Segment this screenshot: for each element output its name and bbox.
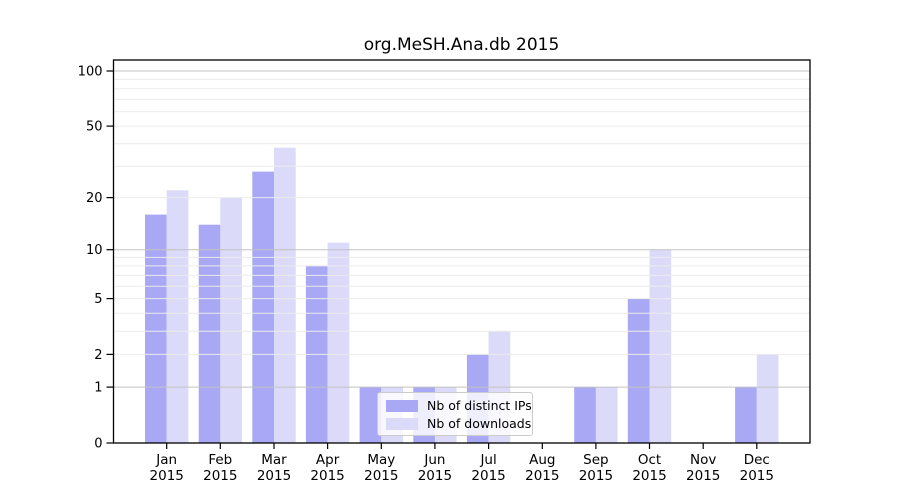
bar-distinct-ips <box>735 387 757 443</box>
x-tick-label-month: Feb <box>208 452 232 468</box>
y-tick-label: 2 <box>94 348 102 363</box>
y-tick-label: 5 <box>94 292 102 307</box>
x-tick-label-month: Jun <box>423 452 445 468</box>
legend: Nb of distinct IPs Nb of downloads <box>377 392 533 436</box>
chart-title: org.MeSH.Ana.db 2015 <box>363 35 560 55</box>
x-tick-label-year: 2015 <box>632 468 666 484</box>
x-tick-label-year: 2015 <box>471 468 505 484</box>
x-tick-label-year: 2015 <box>579 468 613 484</box>
bar-distinct-ips <box>359 387 382 443</box>
legend-swatch-downloads <box>386 417 418 430</box>
bar-downloads <box>649 249 672 443</box>
x-tick-label-month: Aug <box>529 452 555 468</box>
bar-downloads <box>756 354 779 443</box>
y-tick-label: 1 <box>94 381 102 396</box>
legend-row-distinct-ips: Nb of distinct IPs <box>386 398 532 413</box>
x-tick-label-month: Nov <box>690 452 716 468</box>
bar-downloads <box>166 190 189 443</box>
x-tick-label-month: Dec <box>744 452 770 468</box>
y-tick-label: 10 <box>86 243 103 258</box>
y-tick-label: 20 <box>86 191 103 206</box>
x-tick-label-month: May <box>367 452 395 468</box>
x-tick-label-year: 2015 <box>740 468 774 484</box>
bar-distinct-ips <box>574 387 596 443</box>
x-tick-label-year: 2015 <box>310 468 344 484</box>
x-tick-label-month: Mar <box>261 452 287 468</box>
bar-downloads <box>327 242 350 443</box>
bar-downloads <box>274 147 296 443</box>
x-tick-label-year: 2015 <box>203 468 237 484</box>
x-tick-label-year: 2015 <box>525 468 559 484</box>
legend-label-downloads: Nb of downloads <box>427 416 532 431</box>
bar-distinct-ips <box>198 224 221 443</box>
x-tick-label-year: 2015 <box>257 468 291 484</box>
x-tick-label-month: Oct <box>638 452 661 468</box>
y-tick-label: 50 <box>86 120 103 135</box>
x-tick-label-year: 2015 <box>150 468 184 484</box>
x-tick-label-month: Jan <box>155 452 177 468</box>
bar-distinct-ips <box>627 298 650 443</box>
x-tick-label-month: Sep <box>583 452 608 468</box>
x-tick-label-year: 2015 <box>418 468 452 484</box>
y-tick-label: 0 <box>94 437 102 452</box>
bar-distinct-ips <box>252 171 274 443</box>
y-tick-label: 100 <box>78 65 103 80</box>
legend-swatch-distinct-ips <box>386 399 418 412</box>
x-tick-label-month: Apr <box>316 452 340 468</box>
legend-label-distinct-ips: Nb of distinct IPs <box>427 398 532 413</box>
plot-border <box>112 59 811 444</box>
bar-distinct-ips <box>145 214 167 443</box>
x-tick-label-month: Jul <box>479 452 496 468</box>
bar-downloads <box>220 197 242 443</box>
x-tick-label-year: 2015 <box>686 468 720 484</box>
bar-downloads <box>595 387 618 443</box>
x-tick-label-year: 2015 <box>364 468 398 484</box>
legend-row-downloads: Nb of downloads <box>386 416 531 431</box>
